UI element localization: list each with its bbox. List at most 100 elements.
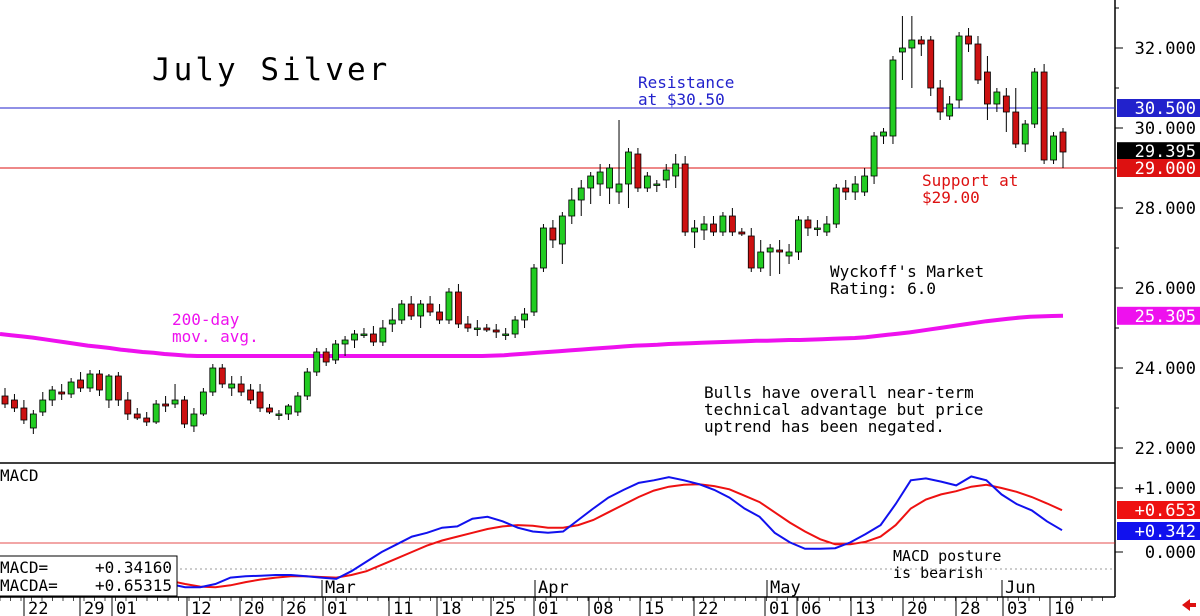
macd-axis: +1.000 0.000 [1115,479,1196,563]
date-tick-label: 06 [801,599,821,616]
macd-panel-title: MACD [0,466,39,485]
candle-body [955,35,963,101]
date-tick-label: 18 [441,599,461,616]
candle-body [842,187,850,193]
candle-body [388,319,396,325]
candle-body [502,333,510,336]
candle-body [757,251,765,269]
date-tick-label: 25 [495,599,515,616]
candle-body [407,303,415,317]
svg-text:30.500: 30.500 [1135,99,1196,119]
candle-body [237,383,245,393]
candle-body [464,323,472,329]
candle-body [861,175,869,193]
date-tick-label: 08 [593,599,613,616]
date-tick-label: 15 [644,599,664,616]
candle-body [615,183,623,193]
candle-body [993,91,1001,105]
candle-body [143,417,151,423]
resistance-price-tag: 30.500 [1117,99,1200,119]
candle-body [1002,95,1010,113]
date-tick-label: 01 [116,599,136,616]
scroll-left-arrow-icon[interactable] [1182,599,1196,611]
commentary-3: uptrend has been negated. [704,417,945,436]
price-tick-label: 28.000 [1135,199,1196,219]
macda-tag: +0.653 [1117,501,1200,521]
commentary-1: Bulls have overall near-term [704,383,974,402]
candle-body [398,303,406,321]
candle-body [643,175,651,189]
candle-body [776,249,784,253]
candle-body [984,71,991,105]
candle-body [899,47,906,53]
price-tick-label: 32.000 [1135,39,1196,59]
candle-body [719,215,727,233]
macd-readout-label: MACD= [0,558,48,577]
date-tick-label: 12 [191,599,211,616]
macd-tag: +0.342 [1117,522,1200,542]
svg-text:29.000: 29.000 [1135,159,1196,179]
commentary-2: technical advantage but price [704,400,983,419]
wyckoff-rating-2: Rating: 6.0 [830,279,936,298]
candle-body [1050,135,1057,161]
date-tick-label: 22 [28,599,48,616]
candle-body [1021,123,1029,145]
last-price-tag: 29.395 [1117,142,1200,162]
candle-body [379,327,387,343]
macd-line [169,475,1063,589]
candle-body [936,87,944,113]
candle-body [370,333,377,343]
candle-body [1040,71,1048,161]
candle-body [889,59,897,137]
macd-readout-value: +0.34160 [95,558,172,577]
candle-body [86,373,94,389]
candle-body [58,391,66,395]
candle-body [332,343,340,361]
candle-body [1,395,9,405]
date-tick-label: 22 [698,599,718,616]
candle-body [662,169,670,181]
candle-body [303,371,311,397]
candle-body [672,163,680,177]
candle-body [606,167,613,189]
date-tick-label: 10 [1054,599,1074,616]
macd-tick-label: 0.000 [1145,543,1196,563]
date-tick-label: 20 [907,599,927,616]
candle-body [218,367,226,385]
candle-body [483,327,491,331]
candle-body [813,227,821,230]
date-tick-label: 01 [327,599,347,616]
candle-body [181,399,188,425]
candle-body [974,43,982,81]
candle-body [492,329,500,333]
candle-body [171,399,179,405]
month-label: Jun [1005,578,1036,598]
date-tick-label: 01 [538,599,558,616]
candle-body [587,175,595,189]
candle-body [1059,131,1067,153]
candle-body [946,103,954,117]
support-label-2: $29.00 [922,188,980,207]
svg-text:+0.653: +0.653 [1135,501,1196,521]
candle-body [445,291,453,321]
candle-body [228,383,236,389]
price-tick-label: 26.000 [1135,279,1196,299]
candle-body [568,199,576,217]
candle-body [691,227,698,233]
macd-posture-note: MACD posture [893,547,1001,565]
candle-body [77,379,84,389]
candle-body [256,391,264,409]
macd-tick-label: +1.000 [1135,479,1196,499]
candle-body [558,215,566,245]
candle-body [39,399,47,413]
candle-body [880,131,887,137]
candle-body [738,231,746,235]
candle-body [700,223,708,231]
date-tick-label: 13 [855,599,875,616]
support-label: Support at [922,171,1018,190]
candle-body [473,327,481,330]
candle-body [1031,71,1039,125]
candle-body [133,413,141,419]
candle-body [625,151,632,185]
candle-body [823,223,831,233]
